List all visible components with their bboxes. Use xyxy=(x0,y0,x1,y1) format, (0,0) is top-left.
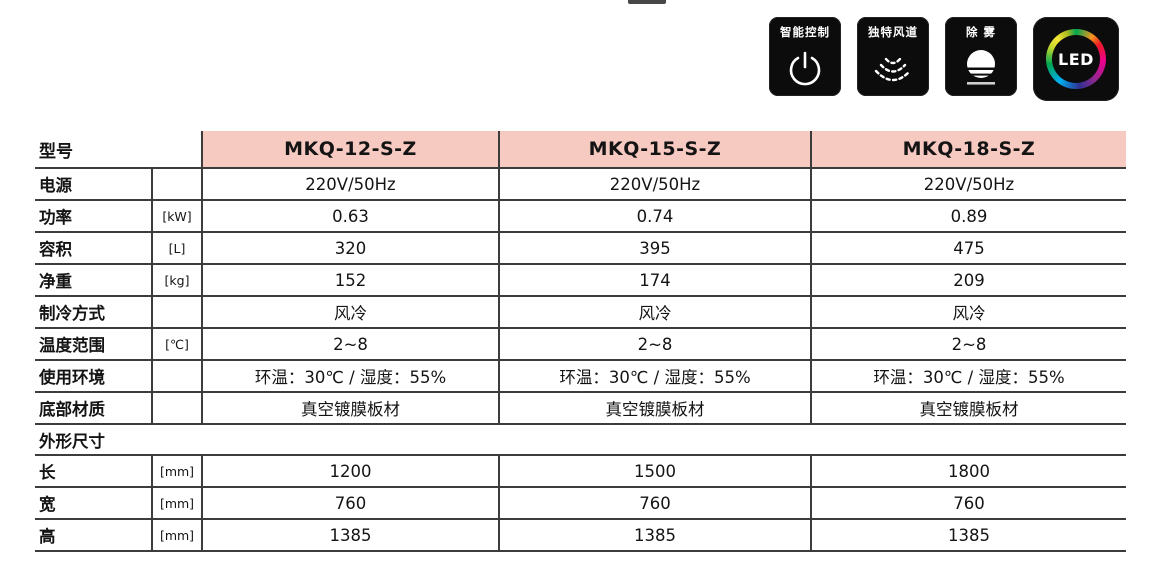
row-unit xyxy=(152,168,203,201)
row-unit: [mm] xyxy=(152,487,203,520)
cell-value: 209 xyxy=(811,264,1126,297)
cell-value: 174 xyxy=(499,264,812,297)
table-row-height: 高 [mm] 1385 1385 1385 xyxy=(35,519,1126,552)
table-section-row: 外形尺寸 xyxy=(35,424,1126,456)
cell-value: 220V/50Hz xyxy=(202,168,500,201)
row-label: 容积 xyxy=(35,232,153,265)
table-row-power: 功率 [kW] 0.63 0.74 0.89 xyxy=(35,200,1126,233)
cell-value: 0.89 xyxy=(811,200,1126,233)
top-partial-element xyxy=(628,0,666,4)
cell-value: 风冷 xyxy=(202,296,500,329)
row-unit: [mm] xyxy=(152,455,203,488)
cell-value: 2~8 xyxy=(499,328,812,361)
table-row-temp-range: 温度范围 [℃] 2~8 2~8 2~8 xyxy=(35,328,1126,361)
cell-value: 1800 xyxy=(811,455,1126,488)
cell-value: 2~8 xyxy=(202,328,500,361)
cell-value: 1200 xyxy=(202,455,500,488)
cell-value: 760 xyxy=(202,487,500,520)
cell-value: 1385 xyxy=(811,519,1126,552)
row-unit: [L] xyxy=(152,232,203,265)
cell-value: 环温：30℃ / 湿度：55% xyxy=(811,360,1126,393)
feature-badges: 智能控制 独特风道 除 雾 xyxy=(769,17,1119,101)
cell-value: 环温：30℃ / 湿度：55% xyxy=(499,360,812,393)
power-icon xyxy=(769,40,841,96)
cell-value: 475 xyxy=(811,232,1126,265)
table-row-net-weight: 净重 [kg] 152 174 209 xyxy=(35,264,1126,297)
row-label: 功率 xyxy=(35,200,153,233)
cell-value: 0.74 xyxy=(499,200,812,233)
row-label: 电源 xyxy=(35,168,153,201)
spec-table: 型号 MKQ-12-S-Z MKQ-15-S-Z MKQ-18-S-Z 电源 2… xyxy=(35,131,1126,552)
badge-led: LED xyxy=(1033,17,1119,101)
cell-value: 760 xyxy=(811,487,1126,520)
table-row-cooling-type: 制冷方式 风冷 风冷 风冷 xyxy=(35,296,1126,329)
cell-value: 220V/50Hz xyxy=(499,168,812,201)
model-name-3: MKQ-18-S-Z xyxy=(811,131,1126,169)
badge-led-label: LED xyxy=(1052,35,1100,83)
model-name-2: MKQ-15-S-Z xyxy=(499,131,812,169)
cell-value: 真空镀膜板材 xyxy=(202,392,500,425)
cell-value: 环温：30℃ / 湿度：55% xyxy=(202,360,500,393)
cell-value: 0.63 xyxy=(202,200,500,233)
table-row-volume: 容积 [L] 320 395 475 xyxy=(35,232,1126,265)
table-row-length: 长 [mm] 1200 1500 1800 xyxy=(35,455,1126,488)
badge-defog: 除 雾 xyxy=(945,17,1017,96)
table-row-width: 宽 [mm] 760 760 760 xyxy=(35,487,1126,520)
table-header-row: 型号 MKQ-12-S-Z MKQ-15-S-Z MKQ-18-S-Z xyxy=(35,131,1126,169)
header-label: 型号 xyxy=(35,131,203,169)
cell-value: 760 xyxy=(499,487,812,520)
cell-value: 1385 xyxy=(202,519,500,552)
row-label: 长 xyxy=(35,455,153,488)
cell-value: 真空镀膜板材 xyxy=(811,392,1126,425)
airflow-icon xyxy=(857,40,929,96)
cell-value: 2~8 xyxy=(811,328,1126,361)
row-label: 高 xyxy=(35,519,153,552)
badge-air-duct-label: 独特风道 xyxy=(868,25,918,39)
cell-value: 1385 xyxy=(499,519,812,552)
row-unit xyxy=(152,360,203,393)
row-label: 净重 xyxy=(35,264,153,297)
badge-smart-control-label: 智能控制 xyxy=(780,25,830,39)
cell-value: 320 xyxy=(202,232,500,265)
row-unit: [kW] xyxy=(152,200,203,233)
table-row-bottom-material: 底部材质 真空镀膜板材 真空镀膜板材 真空镀膜板材 xyxy=(35,392,1126,425)
badge-smart-control: 智能控制 xyxy=(769,17,841,96)
row-unit xyxy=(152,296,203,329)
cell-value: 1500 xyxy=(499,455,812,488)
cell-value: 395 xyxy=(499,232,812,265)
cell-value: 真空镀膜板材 xyxy=(499,392,812,425)
cell-value: 152 xyxy=(202,264,500,297)
row-label: 使用环境 xyxy=(35,360,153,393)
cell-value: 风冷 xyxy=(811,296,1126,329)
defog-icon xyxy=(945,40,1017,96)
row-label: 宽 xyxy=(35,487,153,520)
badge-air-duct: 独特风道 xyxy=(857,17,929,96)
row-label: 制冷方式 xyxy=(35,296,153,329)
row-label: 温度范围 xyxy=(35,328,153,361)
cell-value: 220V/50Hz xyxy=(811,168,1126,201)
badge-defog-label: 除 雾 xyxy=(965,25,996,39)
table-row-power-supply: 电源 220V/50Hz 220V/50Hz 220V/50Hz xyxy=(35,168,1126,201)
row-unit: [kg] xyxy=(152,264,203,297)
row-label: 底部材质 xyxy=(35,392,153,425)
model-name-1: MKQ-12-S-Z xyxy=(202,131,500,169)
row-unit: [mm] xyxy=(152,519,203,552)
spec-table-container: 型号 MKQ-12-S-Z MKQ-15-S-Z MKQ-18-S-Z 电源 2… xyxy=(35,131,1126,552)
row-unit xyxy=(152,392,203,425)
section-label-dimensions: 外形尺寸 xyxy=(35,424,1126,456)
row-unit: [℃] xyxy=(152,328,203,361)
cell-value: 风冷 xyxy=(499,296,812,329)
led-ring-icon: LED xyxy=(1046,29,1106,89)
table-row-environment: 使用环境 环温：30℃ / 湿度：55% 环温：30℃ / 湿度：55% 环温：… xyxy=(35,360,1126,393)
